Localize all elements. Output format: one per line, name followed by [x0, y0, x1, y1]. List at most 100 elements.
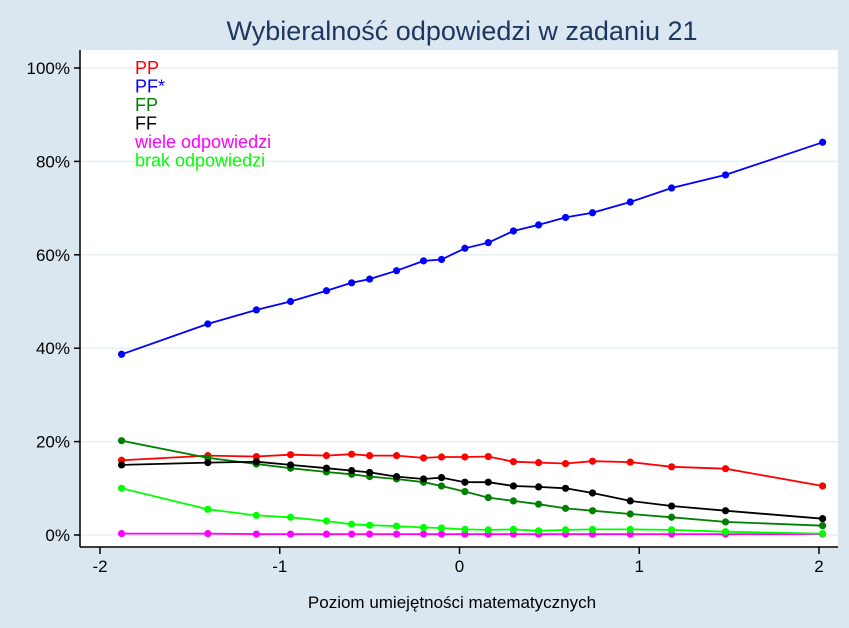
- data-point: [626, 458, 634, 466]
- data-point: [392, 522, 401, 530]
- data-point: [286, 530, 295, 538]
- x-tick-label: 2: [814, 557, 823, 576]
- data-point: [668, 502, 676, 510]
- data-point: [392, 473, 401, 481]
- data-point: [117, 529, 126, 538]
- data-point: [668, 463, 676, 471]
- data-point: [286, 461, 295, 469]
- data-point: [322, 452, 331, 460]
- series-line: [121, 487, 823, 535]
- series-brak-odpowiedzi: [117, 484, 827, 538]
- data-point: [252, 458, 260, 466]
- data-point: [461, 487, 469, 496]
- series-pf-: [117, 138, 827, 358]
- data-point: [484, 239, 492, 247]
- data-point: [561, 526, 570, 534]
- data-point: [252, 452, 260, 461]
- data-point: [721, 528, 730, 536]
- y-tick-label: 60%: [36, 246, 70, 265]
- data-point: [534, 527, 543, 535]
- data-point: [366, 275, 374, 283]
- data-point: [818, 138, 827, 146]
- data-point: [204, 459, 212, 467]
- data-point: [392, 530, 401, 538]
- data-point: [561, 213, 570, 222]
- data-point: [419, 454, 428, 462]
- data-point: [561, 459, 570, 468]
- data-point: [509, 458, 518, 466]
- y-tick-label: 20%: [36, 433, 70, 452]
- data-point: [366, 468, 374, 477]
- series-line: [121, 439, 823, 527]
- data-point: [322, 517, 331, 525]
- plot-area: [80, 50, 838, 547]
- data-point: [392, 267, 401, 275]
- data-point: [348, 530, 356, 538]
- data-point: [588, 489, 597, 497]
- data-point: [252, 511, 260, 519]
- data-point: [509, 497, 518, 505]
- data-point: [286, 451, 295, 459]
- y-tick-label: 80%: [36, 152, 70, 171]
- data-point: [348, 450, 356, 458]
- data-point: [509, 482, 518, 490]
- legend-item: PP: [135, 58, 159, 78]
- series-ff: [117, 458, 827, 523]
- data-point: [534, 500, 543, 508]
- series-line: [121, 141, 823, 356]
- x-axis-label: Poziom umiejętności matematycznych: [308, 593, 596, 612]
- legend-item: brak odpowiedzi: [135, 151, 265, 171]
- data-point: [322, 464, 331, 472]
- data-point: [484, 526, 492, 534]
- data-point: [117, 484, 126, 492]
- data-point: [534, 459, 543, 467]
- data-point: [818, 529, 827, 538]
- data-point: [419, 530, 428, 538]
- data-point: [117, 350, 126, 358]
- data-point: [322, 530, 331, 538]
- data-point: [588, 525, 597, 533]
- data-point: [286, 297, 295, 306]
- data-point: [721, 518, 730, 526]
- y-tick-label: 100%: [27, 59, 70, 78]
- data-point: [818, 482, 827, 490]
- data-point: [626, 198, 634, 206]
- x-tick-label: -2: [92, 557, 107, 576]
- chart-title: Wybieralność odpowiedzi w zadaniu 21: [226, 16, 697, 46]
- data-point: [626, 510, 634, 518]
- data-point: [668, 526, 676, 534]
- data-point: [484, 452, 492, 461]
- series-line: [121, 532, 823, 535]
- data-point: [366, 452, 374, 460]
- data-point: [668, 184, 676, 192]
- data-point: [461, 244, 469, 252]
- data-point: [721, 171, 730, 179]
- data-point: [348, 520, 356, 528]
- data-point: [419, 257, 428, 265]
- data-point: [668, 513, 676, 521]
- data-point: [588, 457, 597, 465]
- data-point: [252, 530, 260, 538]
- data-point: [561, 504, 570, 512]
- x-tick-label: -1: [272, 557, 287, 576]
- data-point: [204, 529, 212, 538]
- data-point: [437, 453, 446, 461]
- data-point: [818, 522, 827, 530]
- data-point: [348, 466, 356, 475]
- data-point: [461, 525, 469, 533]
- data-point: [348, 279, 356, 287]
- data-point: [461, 478, 469, 486]
- data-point: [588, 209, 597, 217]
- data-point: [204, 320, 212, 328]
- data-point: [419, 523, 428, 532]
- data-point: [561, 484, 570, 492]
- y-tick-label: 0%: [45, 526, 70, 545]
- data-point: [419, 475, 428, 483]
- data-point: [286, 513, 295, 521]
- x-tick-label: 0: [455, 557, 464, 576]
- data-point: [509, 525, 518, 533]
- data-point: [366, 521, 374, 529]
